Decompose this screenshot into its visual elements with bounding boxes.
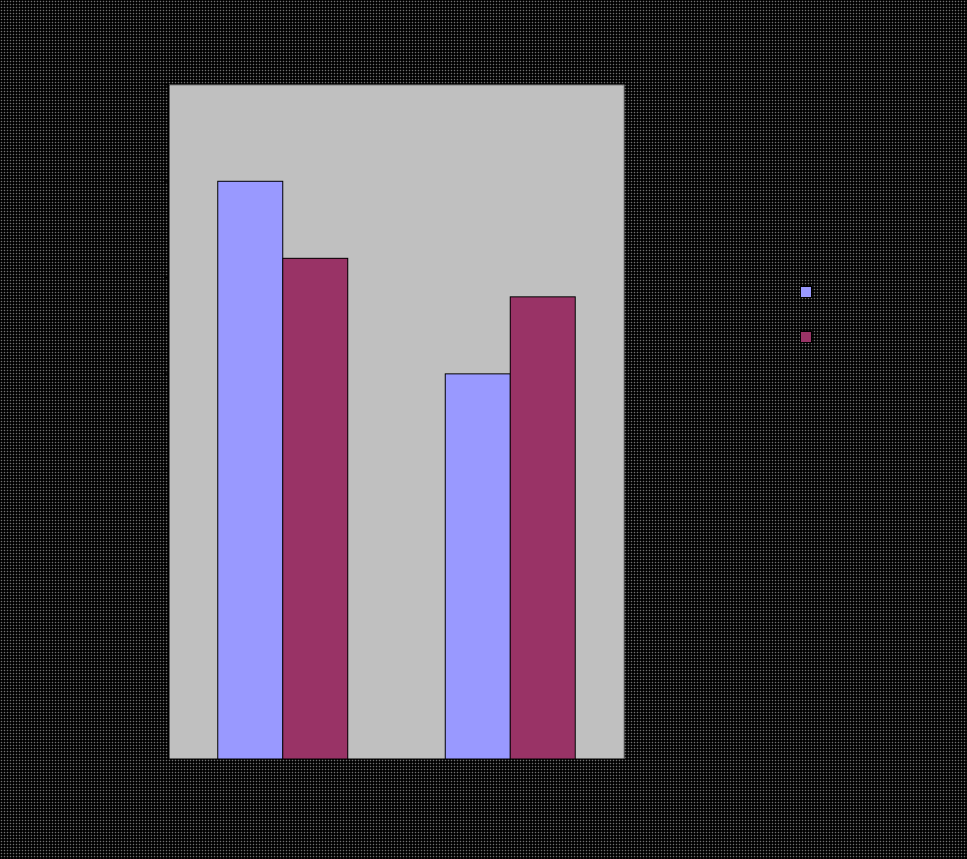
x-axis [169,758,625,764]
legend-item-series-2 [800,327,819,347]
bar-series-2-category-2 [509,296,576,760]
legend [800,282,819,372]
legend-swatch-series-2 [800,331,812,343]
bars [217,180,576,760]
legend-item-series-1 [800,282,819,302]
bar-series-1-category-2 [444,373,511,760]
bar-series-2-category-1 [282,257,349,760]
y-axis [164,84,170,760]
legend-swatch-series-1 [800,286,812,298]
bar-series-1-category-1 [217,180,284,760]
